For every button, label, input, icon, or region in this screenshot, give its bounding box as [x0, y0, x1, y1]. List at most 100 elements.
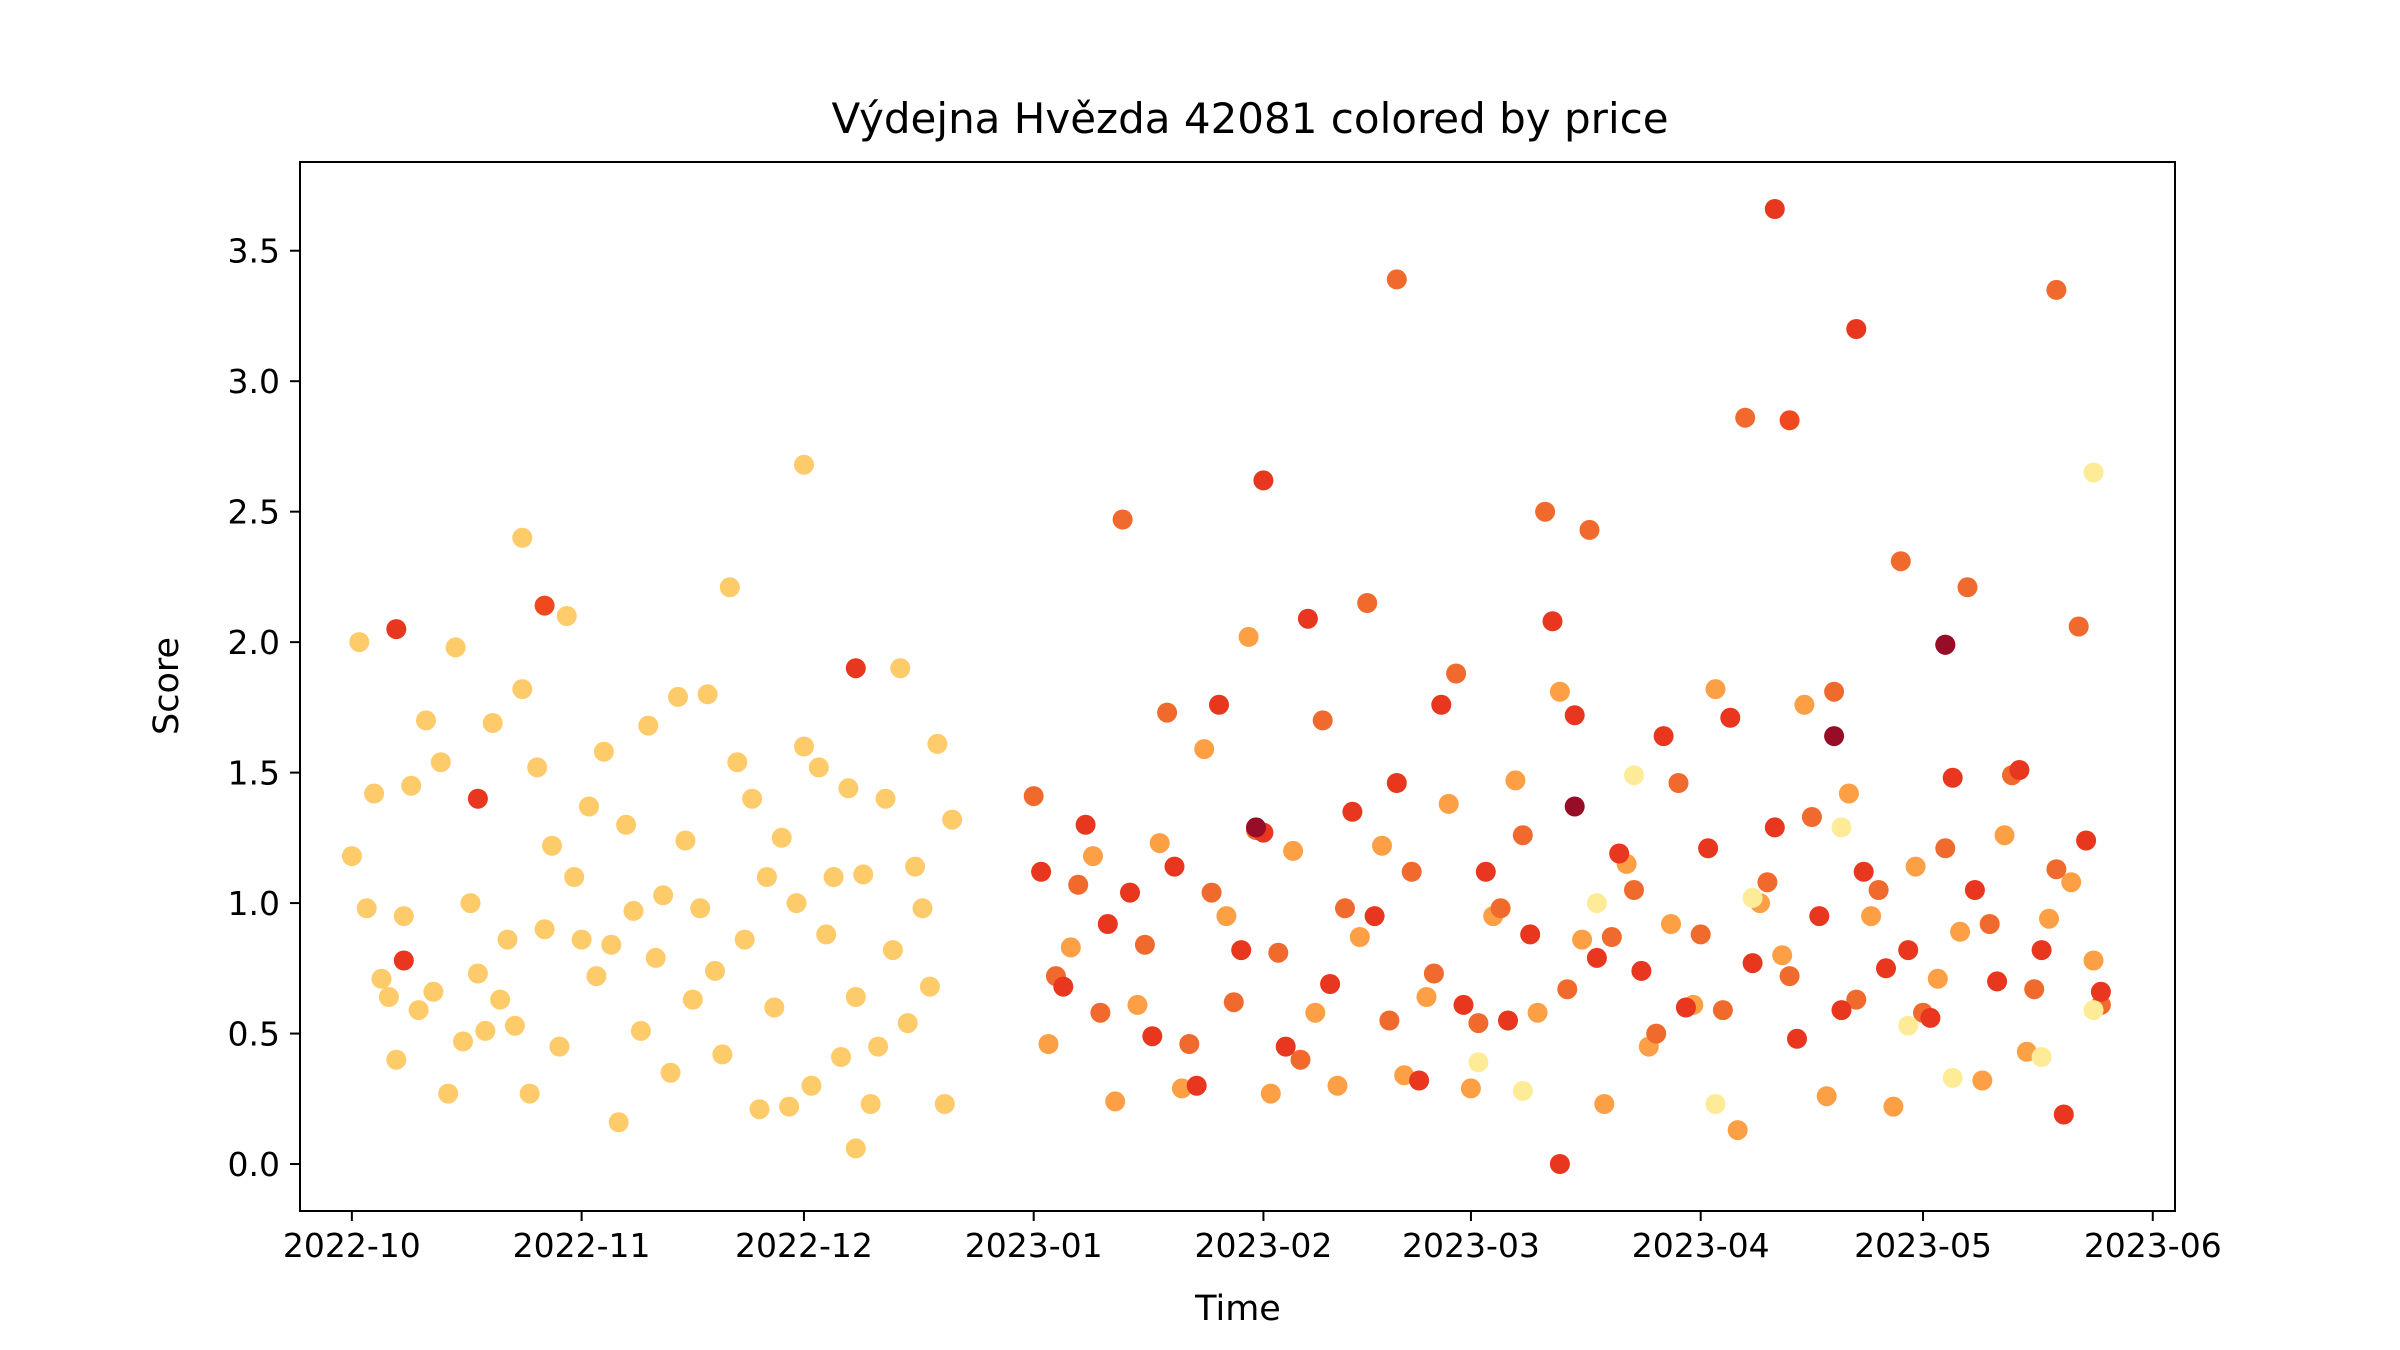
scatter-point-price-higher: [1698, 838, 1719, 859]
scatter-point-price-higher: [1342, 801, 1363, 822]
scatter-point-price-higher: [1631, 960, 1652, 981]
scatter-point-price-mid: [1772, 945, 1793, 966]
x-tick-label: 2023-05: [1854, 1226, 1992, 1265]
scatter-point-price-higher: [1231, 940, 1252, 961]
scatter-point-price-high: [1735, 407, 1756, 428]
scatter-point-price-high: [1601, 927, 1622, 947]
scatter-point-price-mid: [1372, 835, 1392, 856]
scatter-point-price-high: [1957, 577, 1978, 598]
scatter-point-price-low: [482, 713, 503, 733]
scatter-point-price-low: [453, 1031, 473, 1052]
scatter-point-price-high: [1646, 1023, 1667, 1044]
x-tick-label: 2023-01: [965, 1226, 1103, 1265]
scatter-point-price-low: [534, 919, 555, 940]
y-tick-label: 2.5: [228, 493, 280, 532]
scatter-point-price-high: [1290, 1049, 1311, 1070]
scatter-point-price-low: [371, 968, 392, 989]
scatter-point-price-low: [905, 856, 926, 877]
scatter-point-price-mid: [1794, 694, 1815, 715]
scatter-point-price-low: [771, 827, 792, 848]
scatter-point-price-higher: [1987, 971, 2008, 992]
scatter-point-price-low: [653, 885, 674, 906]
scatter-point-price-higher: [1209, 694, 1229, 715]
scatter-point-price-mid: [1927, 968, 1948, 989]
scatter-point-price-high: [1490, 898, 1511, 919]
scatter-point-price-low: [742, 788, 763, 809]
scatter-point-price-high: [1624, 880, 1644, 900]
scatter-point-price-low: [608, 1112, 629, 1133]
scatter-point-price-low: [512, 679, 533, 700]
y-tick-label: 0.0: [228, 1145, 280, 1184]
scatter-point-price-high: [1090, 1002, 1111, 1023]
scatter-point-price-higher: [1675, 997, 1696, 1018]
scatter-point-price-low: [438, 1083, 459, 1104]
scatter-point-price-low: [393, 906, 414, 927]
scatter-point-price-mid: [1060, 937, 1081, 958]
scatter-point-price-mid: [1194, 739, 1215, 760]
scatter-point-price-higher: [1097, 914, 1118, 934]
scatter-point-price-low: [386, 1049, 407, 1070]
scatter-point-price-higher: [1031, 861, 1052, 882]
scatter-point-price-higher: [1164, 856, 1185, 877]
scatter-point-price-high: [1535, 501, 1556, 522]
scatter-point-price-low: [712, 1044, 733, 1065]
scatter-point-price-higher: [1409, 1070, 1430, 1091]
scatter-point-price-low: [638, 715, 659, 736]
scatter-point-price-higher: [1053, 976, 1074, 997]
scatter-point-price-higher: [1898, 940, 1919, 961]
scatter-point-price-high: [2068, 616, 2089, 637]
scatter-point-price-high: [1512, 825, 1533, 846]
scatter-point-price-lowest: [2083, 1000, 2104, 1021]
y-tick-label: 1.0: [228, 884, 280, 923]
scatter-point-price-low: [579, 796, 599, 817]
scatter-point-outlier: [393, 950, 414, 971]
scatter-point-price-mid: [1460, 1078, 1481, 1099]
scatter-point-outlier: [1253, 470, 1274, 491]
y-tick-label: 1.5: [228, 754, 280, 793]
scatter-point-price-mid: [1549, 681, 1570, 702]
scatter-point-price-low: [593, 741, 614, 762]
scatter-point-price-low: [519, 1083, 540, 1104]
scatter-point-price-low: [675, 830, 696, 851]
scatter-point-price-mid: [1705, 679, 1726, 700]
scatter-point-price-low: [341, 846, 362, 867]
scatter-point-price-higher: [1364, 906, 1385, 927]
scatter-point-price-higher: [2076, 830, 2097, 851]
x-tick-label: 2023-04: [1632, 1226, 1770, 1265]
scatter-point-outlier: [2083, 462, 2104, 483]
scatter-point-price-high: [1335, 898, 1355, 919]
scatter-point-price-high: [1223, 992, 1244, 1013]
scatter-point-price-low: [504, 1015, 525, 1036]
y-tick-label: 3.5: [228, 232, 280, 271]
scatter-point-price-mid: [1838, 783, 1859, 804]
scatter-point-price-higher: [1653, 726, 1674, 747]
scatter-point-price-higher: [1787, 1028, 1807, 1049]
scatter-point-price-high: [1868, 880, 1889, 900]
scatter-point-price-low: [705, 960, 725, 981]
scatter-point-price-low: [808, 757, 829, 778]
scatter-point-price-mid: [1283, 840, 1304, 861]
scatter-point-price-low: [682, 989, 703, 1010]
scatter-point-price-higher: [1431, 694, 1452, 715]
scatter-point-price-low: [749, 1099, 770, 1120]
scatter-point-price-mid: [1438, 793, 1459, 814]
scatter-point-price-high: [1023, 786, 1044, 807]
scatter-point-price-top: [1246, 817, 1266, 838]
scatter-point-price-low: [897, 1013, 918, 1034]
scatter-point-price-low: [831, 1047, 851, 1067]
scatter-point-price-lowest: [1512, 1081, 1533, 1101]
scatter-point-outlier: [1549, 1154, 1570, 1174]
scatter-point-price-low: [623, 900, 644, 921]
x-tick-label: 2022-11: [513, 1226, 651, 1265]
scatter-point-price-higher: [1964, 880, 1985, 900]
scatter-point-price-low: [668, 686, 688, 707]
scatter-point-price-low: [823, 867, 844, 887]
scatter-point-price-high: [1890, 551, 1911, 572]
scatter-point-price-low: [601, 934, 622, 955]
scatter-point-price-mid: [1572, 929, 1593, 950]
scatter-point-price-top: [1564, 796, 1585, 817]
scatter-point-outlier: [1846, 319, 1867, 339]
scatter-point-price-high: [1379, 1010, 1400, 1031]
scatter-point-price-higher: [1475, 861, 1496, 882]
x-tick-label: 2023-06: [2084, 1226, 2222, 1265]
